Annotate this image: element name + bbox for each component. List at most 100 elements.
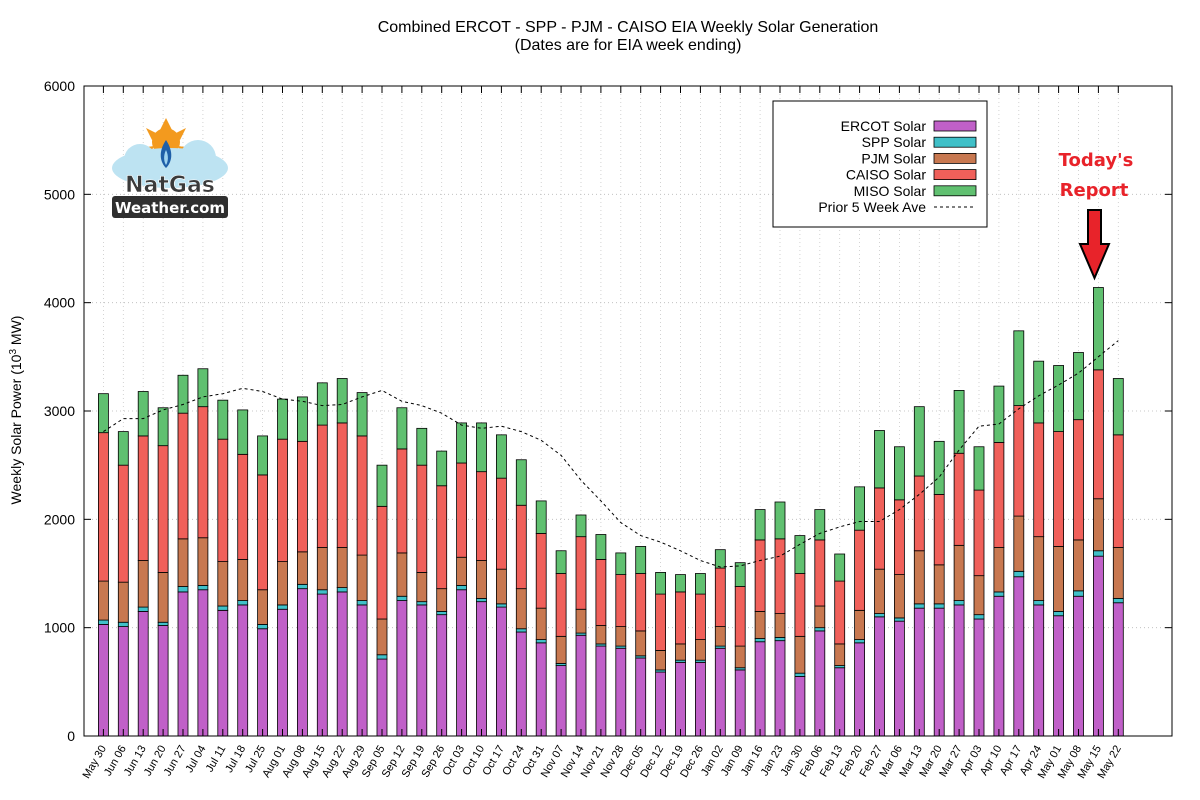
bar-segment-miso-solar: [1033, 360, 1045, 424]
bar-segment-caiso-solar: [515, 504, 527, 590]
bar-segment-pjm-solar: [137, 560, 149, 608]
bar-segment-caiso-solar: [635, 573, 647, 632]
bar-segment-spp-solar: [874, 613, 885, 618]
bar-segment-miso-solar: [157, 407, 169, 447]
bar-segment-pjm-solar: [356, 554, 368, 601]
bar-segment-spp-solar: [137, 606, 149, 612]
bar-segment-caiso-solar: [117, 464, 129, 583]
bar-segment-spp-solar: [396, 595, 408, 601]
bar-segment-ercot-solar: [98, 624, 109, 737]
bar-segment-pjm-solar: [1013, 515, 1025, 572]
legend-label: CAISO Solar: [846, 167, 926, 183]
bar-segment-caiso-solar: [595, 559, 607, 626]
bar-segment-miso-solar: [1053, 365, 1064, 432]
bar-segment-ercot-solar: [456, 589, 468, 737]
bar-segment-pjm-solar: [894, 574, 905, 619]
bar-segment-ercot-solar: [515, 631, 527, 737]
bar-segment-spp-solar: [217, 605, 229, 611]
y-tick-label: 0: [67, 728, 75, 744]
bar-segment-miso-solar: [98, 393, 109, 434]
bar-segment-ercot-solar: [874, 616, 885, 737]
bar-segment-miso-solar: [913, 406, 925, 477]
bar-segment-miso-solar: [197, 368, 209, 408]
bar-segment-ercot-solar: [575, 634, 587, 737]
bar-segment-miso-solar: [535, 500, 547, 534]
down-arrow-icon: [1078, 209, 1111, 281]
bar-segment-spp-solar: [356, 600, 368, 606]
bar-segment-spp-solar: [296, 583, 308, 590]
bar-segment-pjm-solar: [316, 547, 328, 591]
legend-label: PJM Solar: [861, 150, 926, 166]
bar-segment-miso-solar: [1112, 378, 1124, 436]
legend-label: SPP Solar: [862, 134, 927, 150]
bar-segment-ercot-solar: [973, 618, 985, 737]
bar-segment-spp-solar: [237, 600, 249, 606]
legend-swatch: [933, 120, 977, 132]
bar-segment-caiso-solar: [356, 435, 368, 556]
bar-segment-pjm-solar: [476, 560, 487, 599]
chart-title: Combined ERCOT - SPP - PJM - CAISO EIA W…: [378, 19, 879, 36]
bar-segment-pjm-solar: [495, 568, 507, 605]
bar-segment-pjm-solar: [535, 607, 547, 640]
y-tick-label: 2000: [44, 511, 75, 527]
bar-segment-spp-solar: [1013, 570, 1025, 578]
bar-segment-ercot-solar: [217, 609, 229, 737]
legend-label: MISO Solar: [854, 183, 927, 199]
bar-segment-ercot-solar: [376, 658, 388, 737]
bar-segment-pjm-solar: [336, 547, 348, 588]
bar-segment-caiso-solar: [794, 573, 806, 637]
bar-segment-pjm-solar: [913, 550, 925, 605]
bar-segment-pjm-solar: [237, 559, 249, 601]
bar-segment-ercot-solar: [1073, 595, 1084, 737]
x-tick-label: May 30: [81, 744, 109, 781]
bar-segment-spp-solar: [973, 614, 985, 620]
bar-segment-spp-solar: [854, 639, 865, 644]
bar-segment-pjm-solar: [197, 537, 209, 586]
plot-border: [83, 85, 1173, 737]
bar-segment-ercot-solar: [714, 647, 726, 737]
bar-segment-pjm-solar: [555, 635, 567, 664]
bar-segment-caiso-solar: [1112, 434, 1124, 548]
bar-segment-pjm-solar: [655, 650, 666, 671]
bar-segment-caiso-solar: [734, 586, 746, 647]
bar-segment-caiso-solar: [177, 412, 189, 540]
bar-segment-ercot-solar: [535, 642, 547, 737]
bar-segment-pjm-solar: [734, 645, 746, 669]
bar-segment-ercot-solar: [1033, 604, 1045, 737]
bar-segment-pjm-solar: [675, 643, 686, 661]
bar-segment-pjm-solar: [436, 588, 448, 612]
bar-segment-pjm-solar: [973, 575, 985, 616]
bar-segment-pjm-solar: [754, 611, 766, 639]
bar-segment-caiso-solar: [953, 452, 965, 546]
bar-segment-caiso-solar: [436, 485, 448, 590]
bar-segment-spp-solar: [1053, 611, 1064, 617]
prior-5-week-average-line: [103, 340, 1119, 568]
bar-segment-caiso-solar: [913, 475, 925, 552]
bar-segment-miso-solar: [277, 398, 288, 440]
bar-segment-ercot-solar: [257, 628, 269, 737]
bar-segment-ercot-solar: [834, 667, 846, 737]
bar-segment-pjm-solar: [774, 613, 786, 638]
bar-segment-caiso-solar: [197, 406, 209, 539]
bar-segment-pjm-solar: [277, 561, 288, 606]
bar-segment-ercot-solar: [555, 665, 567, 737]
legend-swatch: [933, 169, 977, 181]
bar-segment-ercot-solar: [695, 661, 706, 737]
bar-segment-ercot-solar: [396, 600, 408, 737]
bars: [98, 287, 1124, 737]
bar-segment-miso-solar: [436, 450, 448, 487]
bar-segment-caiso-solar: [476, 471, 487, 561]
bar-segment-caiso-solar: [137, 435, 149, 561]
bar-segment-spp-solar: [416, 601, 428, 606]
bar-segment-pjm-solar: [575, 608, 587, 634]
natgasweather-logo: NatGas Weather.com: [112, 118, 228, 218]
y-tick-label: 1000: [44, 620, 75, 636]
bar-segment-caiso-solar: [993, 442, 1005, 548]
bar-segment-ercot-solar: [495, 606, 507, 737]
bar-segment-miso-solar: [953, 390, 965, 454]
todays-report-callout: Today's Report: [1059, 150, 1133, 281]
prior-5-week-ave-path: [103, 340, 1119, 568]
bar-segment-caiso-solar: [257, 474, 269, 591]
y-axis-label: Weekly Solar Power (103 MW): [8, 316, 25, 505]
bar-segment-miso-solar: [615, 552, 627, 575]
